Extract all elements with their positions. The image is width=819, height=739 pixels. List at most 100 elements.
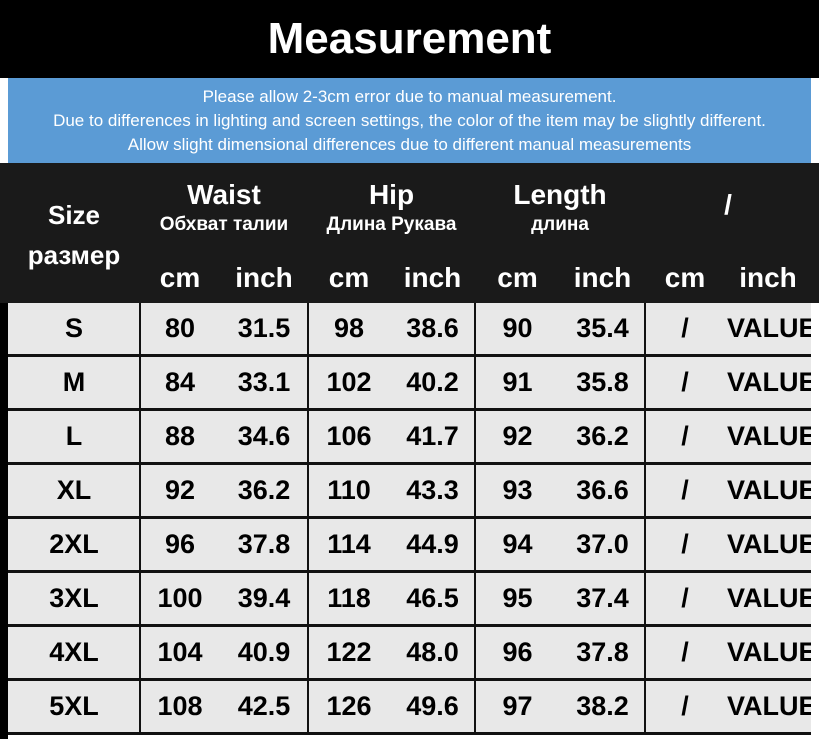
group-sub: Обхват талии: [159, 214, 289, 235]
cell: 114: [327, 529, 371, 559]
cell: 37.8: [237, 529, 291, 559]
cell: 2XL: [49, 529, 99, 559]
cell: /: [681, 421, 689, 451]
cell: 37.4: [576, 583, 629, 613]
cell: 36.2: [576, 421, 629, 451]
cell: 96: [502, 637, 533, 667]
cell: 91: [502, 367, 533, 397]
cell: 36.2: [237, 475, 291, 505]
size-header: размер: [27, 239, 121, 270]
cell: S: [64, 313, 83, 343]
row-bg: [8, 303, 811, 357]
cell: 100: [157, 583, 203, 613]
row-bg: [8, 465, 811, 519]
cell: 41.7: [406, 421, 459, 451]
cell: 93: [502, 475, 533, 505]
cell: 38.2: [576, 691, 629, 721]
cell: 34.6: [237, 421, 291, 451]
group-sub: длина: [531, 214, 589, 235]
group-name: Hip: [368, 179, 415, 210]
cell: 3XL: [49, 583, 99, 613]
cell: L: [65, 421, 83, 451]
cell: 90: [502, 313, 533, 343]
column-border: [139, 303, 141, 735]
unit: cm: [159, 262, 201, 293]
row-bg: [8, 519, 811, 573]
cell: 4XL: [49, 637, 99, 667]
cell: /: [681, 367, 689, 397]
cell: VALUE: [727, 583, 811, 613]
cell: 102: [326, 367, 372, 397]
cell: 46.5: [406, 583, 459, 613]
header-band: [0, 163, 819, 303]
group-name: /: [724, 189, 732, 220]
cell: 92: [164, 475, 196, 505]
cell: VALUE: [727, 637, 811, 667]
cell: 84: [164, 367, 196, 397]
cell: /: [681, 313, 689, 343]
row-bg: [8, 681, 811, 735]
cell: 5XL: [49, 691, 99, 721]
row-bg: [8, 573, 811, 627]
cell: 97: [502, 691, 533, 721]
row-bg: [8, 411, 811, 465]
cell: VALUE: [727, 421, 811, 451]
cell: 35.8: [576, 367, 629, 397]
cell: 42.5: [237, 691, 291, 721]
unit: cm: [497, 262, 538, 293]
cell: 106: [326, 421, 372, 451]
cell: 37.0: [576, 529, 629, 559]
note: Due to differences in lighting and scree…: [53, 110, 766, 130]
cell: 39.4: [237, 583, 291, 613]
cell: 96: [164, 529, 196, 559]
cell: /: [681, 529, 689, 559]
unit: cm: [328, 262, 370, 293]
row-bg: [8, 627, 811, 681]
cell: 88: [164, 421, 196, 451]
cell: 40.9: [237, 637, 291, 667]
unit: inch: [573, 262, 632, 293]
cell: 98: [333, 313, 365, 343]
cell: 35.4: [576, 313, 629, 343]
cell: VALUE: [727, 691, 811, 721]
cell: 92: [502, 421, 533, 451]
note: Please allow 2-3cm error due to manual m…: [202, 86, 617, 106]
cell: /: [681, 583, 689, 613]
unit: cm: [664, 262, 706, 293]
cell: VALUE: [727, 367, 811, 397]
cell: XL: [56, 475, 92, 505]
group-sub: Длина Рукава: [326, 214, 457, 235]
cell: /: [681, 475, 689, 505]
note: Allow slight dimensional differences due…: [127, 134, 692, 154]
cell: 36.6: [576, 475, 629, 505]
cell: 104: [157, 637, 203, 667]
cell: 43.3: [406, 475, 459, 505]
cell: M: [62, 367, 86, 397]
cell: VALUE: [727, 529, 811, 559]
cell: 94: [502, 529, 533, 559]
cell: 95: [502, 583, 533, 613]
frame: [0, 303, 8, 739]
cell: 122: [326, 637, 372, 667]
unit: inch: [235, 262, 293, 293]
cell: /: [681, 637, 689, 667]
cell: VALUE: [727, 475, 811, 505]
cell: 31.5: [237, 313, 291, 343]
cell: 110: [327, 475, 371, 505]
cell: 126: [326, 691, 372, 721]
column-border: [474, 303, 476, 735]
unit: inch: [403, 262, 462, 293]
size-header: Size: [47, 199, 101, 230]
unit: inch: [739, 262, 797, 293]
cell: VALUE: [727, 313, 811, 343]
cell: 49.6: [406, 691, 459, 721]
column-border: [644, 303, 646, 735]
title: Measurement: [0, 0, 819, 78]
cell: 38.6: [406, 313, 459, 343]
cell: 80: [164, 313, 196, 343]
group-name: Length: [513, 179, 607, 210]
group-name: Waist: [187, 179, 261, 210]
cell: 37.8: [576, 637, 629, 667]
cell: 33.1: [237, 367, 291, 397]
